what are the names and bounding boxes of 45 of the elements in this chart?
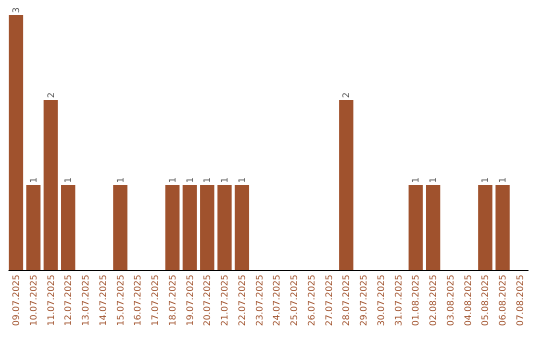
x-tick-label: 03.08.2025 [446,274,456,326]
data-label: 1 [412,177,422,183]
x-tick-label: 01.08.2025 [412,274,422,326]
data-label: 1 [64,177,74,183]
x-tick-label: 15.07.2025 [116,274,126,326]
data-label: 1 [220,177,231,183]
data-label: 1 [186,177,196,183]
x-tick-label: 11.07.2025 [46,274,57,326]
x-tick-label: 21.07.2025 [220,274,231,326]
x-tick-label: 02.08.2025 [429,274,440,326]
x-tick-label: 25.07.2025 [290,274,300,326]
x-tick-label: 24.07.2025 [272,274,283,326]
data-label: 1 [168,177,178,183]
x-tick-label: 10.07.2025 [29,274,40,326]
x-tick-label: 30.07.2025 [376,274,387,326]
data-label: 1 [481,177,492,183]
x-tick-label: 31.07.2025 [394,274,404,326]
x-tick-label: 09.07.2025 [12,274,22,326]
x-tick-label: 26.07.2025 [307,274,318,326]
x-tick-label: 04.08.2025 [464,274,474,326]
x-tick-label: 16.07.2025 [134,274,144,326]
x-tick-label: 18.07.2025 [168,274,178,326]
x-tick-label: 27.07.2025 [324,274,335,326]
data-label: 1 [203,177,214,183]
x-tick-label: 20.07.2025 [203,274,214,326]
x-tick-label: 07.08.2025 [516,274,526,326]
x-tick-label: 17.07.2025 [151,274,162,326]
data-label: 1 [29,177,40,183]
data-label: 1 [238,177,248,183]
x-tick-label: 06.08.2025 [498,274,509,326]
data-label: 3 [12,7,22,13]
x-tick-label: 23.07.2025 [255,274,266,326]
x-tick-label: 29.07.2025 [360,274,370,326]
data-label: 1 [429,177,440,183]
data-label: 1 [498,177,509,183]
data-label: 2 [46,92,57,98]
x-tick-label: 22.07.2025 [238,274,248,326]
data-label: 2 [342,92,352,98]
x-tick-label: 13.07.2025 [82,274,92,326]
x-tick-label: 28.07.2025 [342,274,352,326]
x-tick-label: 19.07.2025 [186,274,196,326]
x-tick-label: 05.08.2025 [481,274,492,326]
x-tick-label: 12.07.2025 [64,274,74,326]
x-tick-label: 14.07.2025 [98,274,109,326]
data-label: 1 [116,177,126,183]
